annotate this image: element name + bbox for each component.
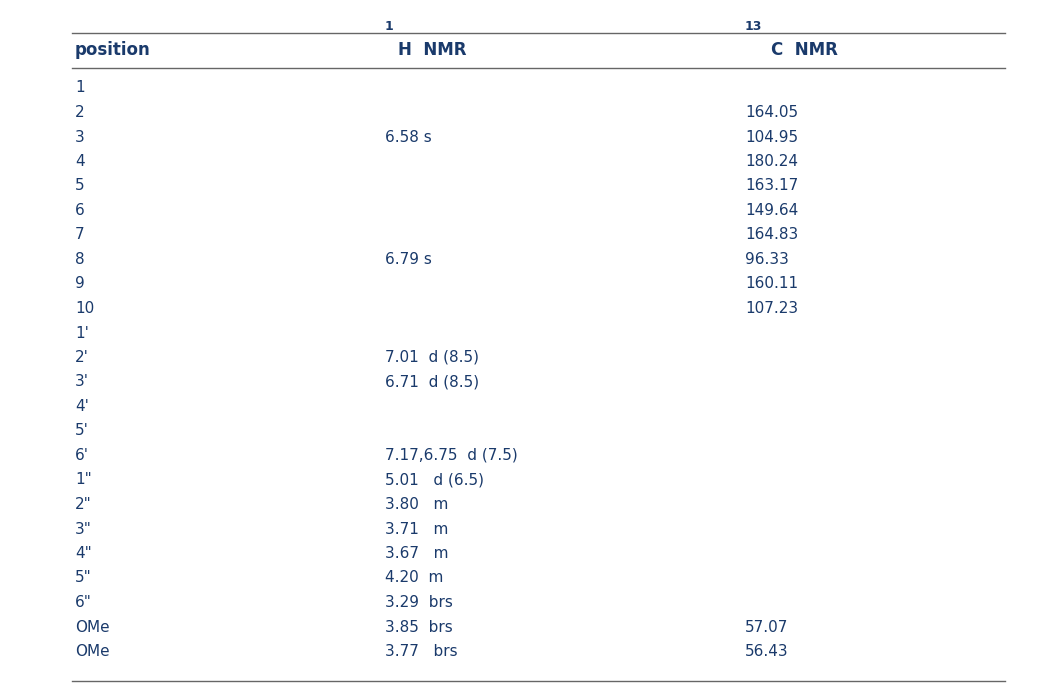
- Text: 10: 10: [75, 301, 95, 316]
- Text: 3": 3": [75, 522, 91, 536]
- Text: 164.05: 164.05: [745, 105, 798, 120]
- Text: 3.80   m: 3.80 m: [385, 497, 449, 512]
- Text: 3.85  brs: 3.85 brs: [385, 620, 453, 635]
- Text: 5.01   d (6.5): 5.01 d (6.5): [385, 473, 484, 487]
- Text: 1": 1": [75, 473, 91, 487]
- Text: 3.67   m: 3.67 m: [385, 546, 449, 561]
- Text: 6.71  d (8.5): 6.71 d (8.5): [385, 374, 479, 389]
- Text: C  NMR: C NMR: [771, 42, 837, 60]
- Text: 7.01  d (8.5): 7.01 d (8.5): [385, 350, 479, 365]
- Text: 1: 1: [75, 80, 84, 96]
- Text: 6: 6: [75, 203, 85, 218]
- Text: 1: 1: [385, 19, 394, 33]
- Text: 4": 4": [75, 546, 91, 561]
- Text: 6.79 s: 6.79 s: [385, 252, 432, 267]
- Text: 3.29  brs: 3.29 brs: [385, 595, 453, 610]
- Text: 96.33: 96.33: [745, 252, 789, 267]
- Text: 3.77   brs: 3.77 brs: [385, 644, 457, 659]
- Text: 8: 8: [75, 252, 84, 267]
- Text: position: position: [75, 42, 151, 60]
- Text: 7.17,6.75  d (7.5): 7.17,6.75 d (7.5): [385, 448, 517, 463]
- Text: 56.43: 56.43: [745, 644, 789, 659]
- Text: 3.71   m: 3.71 m: [385, 522, 449, 536]
- Text: 13: 13: [745, 19, 763, 33]
- Text: 107.23: 107.23: [745, 301, 798, 316]
- Text: 5": 5": [75, 570, 91, 586]
- Text: 3: 3: [75, 130, 85, 145]
- Text: 163.17: 163.17: [745, 179, 798, 193]
- Text: 5': 5': [75, 423, 89, 439]
- Text: 4: 4: [75, 154, 84, 169]
- Text: 2": 2": [75, 497, 91, 512]
- Text: 180.24: 180.24: [745, 154, 798, 169]
- Text: 104.95: 104.95: [745, 130, 798, 145]
- Text: 9: 9: [75, 277, 85, 292]
- Text: 2: 2: [75, 105, 84, 120]
- Text: 164.83: 164.83: [745, 227, 798, 243]
- Text: 1': 1': [75, 326, 89, 340]
- Text: 6": 6": [75, 595, 91, 610]
- Text: 3': 3': [75, 374, 89, 389]
- Text: 2': 2': [75, 350, 89, 365]
- Text: 57.07: 57.07: [745, 620, 789, 635]
- Text: 149.64: 149.64: [745, 203, 798, 218]
- Text: OMe: OMe: [75, 620, 110, 635]
- Text: 4.20  m: 4.20 m: [385, 570, 444, 586]
- Text: 5: 5: [75, 179, 84, 193]
- Text: 6': 6': [75, 448, 89, 463]
- Text: 6.58 s: 6.58 s: [385, 130, 432, 145]
- Text: H  NMR: H NMR: [398, 42, 467, 60]
- Text: 4': 4': [75, 399, 89, 414]
- Text: 160.11: 160.11: [745, 277, 798, 292]
- Text: OMe: OMe: [75, 644, 110, 659]
- Text: 7: 7: [75, 227, 84, 243]
